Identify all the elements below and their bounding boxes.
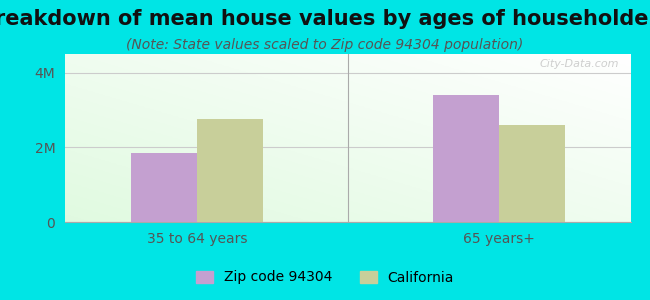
Text: City-Data.com: City-Data.com bbox=[540, 59, 619, 69]
Text: (Note: State values scaled to Zip code 94304 population): (Note: State values scaled to Zip code 9… bbox=[126, 38, 524, 52]
Bar bbox=[131, 153, 197, 222]
Bar bbox=[433, 95, 499, 222]
Legend: Zip code 94304, California: Zip code 94304, California bbox=[190, 265, 460, 290]
Text: Breakdown of mean house values by ages of householders: Breakdown of mean house values by ages o… bbox=[0, 9, 650, 29]
Bar bbox=[499, 125, 564, 222]
Bar bbox=[197, 119, 263, 222]
